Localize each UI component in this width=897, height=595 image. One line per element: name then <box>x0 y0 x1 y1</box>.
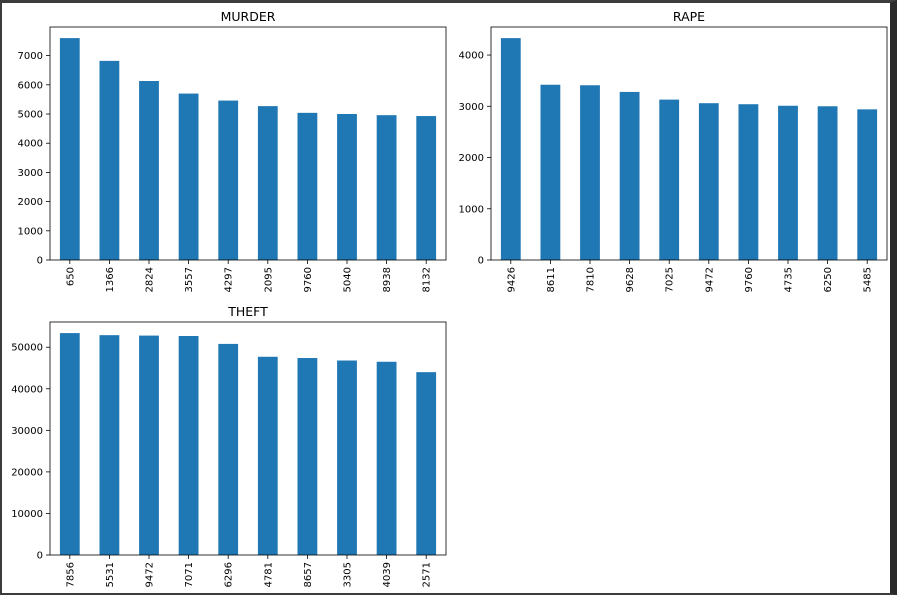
rape-chart: 0 1000 2000 3000 4000 9426 8611 7810 9628 7025 947… <box>459 9 888 292</box>
x-tick-label: 4781 <box>263 562 274 587</box>
bar-4297 <box>218 100 239 260</box>
bar-8611 <box>540 84 561 260</box>
bar-7025 <box>659 99 680 260</box>
y-tick-label: 0 <box>37 551 43 562</box>
bar-5531 <box>99 335 120 555</box>
bar-1366 <box>99 60 120 261</box>
chart-title: RAPE <box>673 9 705 24</box>
x-tick-label: 3305 <box>343 562 354 587</box>
x-tick-label: 9426 <box>506 267 517 292</box>
bar-2095 <box>257 106 278 260</box>
x-tick-label: 6250 <box>823 267 834 292</box>
x-tick-label: 6296 <box>224 562 235 587</box>
bar-3557 <box>178 93 199 260</box>
bar-9628 <box>619 91 640 260</box>
y-tick-label: 2000 <box>18 197 43 208</box>
x-tick-label: 8938 <box>382 267 393 292</box>
y-tick-label: 1000 <box>18 226 43 237</box>
y-tick-label: 4000 <box>18 139 43 150</box>
x-tick-label: 5040 <box>343 267 354 292</box>
bar-7810 <box>580 85 600 260</box>
bar-4781 <box>257 356 278 555</box>
x-tick-label: 1366 <box>105 267 116 292</box>
x-tick-label: 2571 <box>422 562 433 587</box>
bar-8657 <box>297 358 318 555</box>
bar-4039 <box>376 361 397 555</box>
y-tick-label: 3000 <box>18 168 43 179</box>
bar-2824 <box>139 81 159 261</box>
x-tick-label: 9628 <box>625 267 636 292</box>
bar-7856 <box>59 333 80 555</box>
y-tick-label: 50000 <box>11 343 43 354</box>
y-tick-label: 40000 <box>11 384 43 395</box>
y-tick-label: 7000 <box>18 51 43 62</box>
x-tick-label: 650 <box>65 267 76 286</box>
y-tick-label: 4000 <box>459 51 484 62</box>
plot-frame <box>490 26 888 261</box>
bar-650 <box>59 38 80 260</box>
x-tick-label: 7071 <box>184 562 195 587</box>
x-tick-label: 8611 <box>546 267 557 292</box>
x-tick-label: 4039 <box>382 562 393 587</box>
x-tick-label: 9760 <box>303 267 314 292</box>
y-tick-label: 1000 <box>459 204 484 215</box>
bar-5040 <box>337 114 357 260</box>
murder-chart: 0 1000 2000 3000 4000 5000 6000 7000 650 1366 2824… <box>18 9 447 292</box>
y-tick-label: 0 <box>37 256 43 267</box>
x-tick-label: 2095 <box>263 267 274 292</box>
y-tick-label: 5000 <box>18 110 43 121</box>
bar-6296 <box>218 343 239 555</box>
x-tick-label: 7025 <box>665 267 676 292</box>
y-tick-label: 10000 <box>11 509 43 520</box>
bar-8132 <box>416 116 437 260</box>
x-tick-label: 2824 <box>145 267 156 292</box>
bar-3305 <box>337 360 357 555</box>
y-tick-label: 0 <box>478 256 484 267</box>
bar-9472 <box>139 335 159 555</box>
bar-9760 <box>738 104 759 260</box>
y-tick-label: 6000 <box>18 80 43 91</box>
y-tick-label: 30000 <box>11 426 43 437</box>
chart-title: THEFT <box>227 304 268 319</box>
bar-6250 <box>817 106 838 261</box>
bar-9426 <box>500 38 521 261</box>
x-tick-label: 8657 <box>303 562 314 587</box>
plot-frame <box>49 321 447 556</box>
bar-9472 <box>698 103 719 260</box>
x-tick-label: 8132 <box>422 267 433 292</box>
y-tick-label: 3000 <box>459 102 484 113</box>
x-tick-label: 4297 <box>224 267 235 292</box>
x-tick-label: 9472 <box>704 267 715 292</box>
y-tick-label: 2000 <box>459 153 484 164</box>
bar-8938 <box>376 115 397 261</box>
x-tick-label: 3557 <box>184 267 195 292</box>
bar-4735 <box>778 105 798 260</box>
y-tick-label: 20000 <box>11 467 43 478</box>
x-tick-label: 9760 <box>744 267 755 292</box>
x-tick-label: 5485 <box>863 267 874 292</box>
theft-chart: 0 10000 20000 30000 40000 50000 7856 5531 9472 70… <box>11 304 447 587</box>
bar-7071 <box>178 336 199 555</box>
x-tick-label: 7810 <box>586 267 597 292</box>
x-tick-label: 7856 <box>65 562 76 587</box>
bar-5485 <box>857 109 878 260</box>
chart-title: MURDER <box>221 9 276 24</box>
x-tick-label: 4735 <box>784 267 795 292</box>
x-tick-label: 5531 <box>105 562 116 587</box>
x-tick-label: 9472 <box>145 562 156 587</box>
bar-9760 <box>297 112 318 260</box>
bar-2571 <box>416 372 437 555</box>
